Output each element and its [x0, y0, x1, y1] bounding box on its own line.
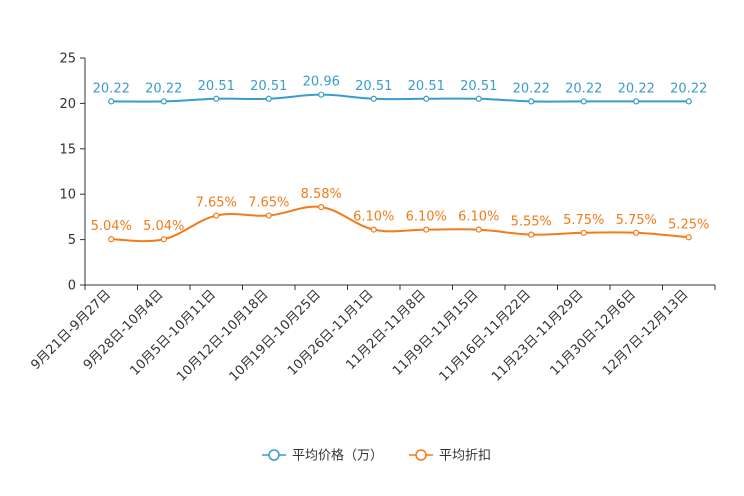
data-point	[160, 236, 167, 243]
data-label: 6.10%	[353, 210, 394, 225]
data-point	[685, 234, 692, 241]
data-point	[475, 226, 482, 233]
data-label: 5.55%	[511, 215, 552, 230]
data-label: 20.22	[93, 81, 130, 96]
legend-label-1: 平均价格（万）	[292, 448, 383, 464]
data-label: 20.22	[565, 81, 602, 96]
data-label: 6.10%	[458, 210, 499, 225]
data-point	[580, 229, 587, 236]
data-label: 8.58%	[301, 187, 342, 202]
data-point	[370, 95, 377, 102]
y-tick-label: 0	[68, 279, 76, 294]
data-point	[265, 212, 272, 219]
data-label: 6.10%	[406, 210, 447, 225]
legend-marker-2	[415, 449, 427, 461]
data-label: 20.51	[355, 79, 392, 94]
data-point	[580, 98, 587, 105]
data-point	[160, 98, 167, 105]
x-tick-label: 11月23日-11月29日	[489, 287, 586, 384]
data-point	[633, 98, 640, 105]
series-line-2	[111, 205, 689, 243]
data-point	[528, 98, 535, 105]
data-label: 5.04%	[91, 219, 132, 234]
series-line-1	[111, 93, 689, 103]
data-point	[108, 236, 115, 243]
data-label: 20.22	[670, 81, 707, 96]
data-label: 20.22	[145, 81, 182, 96]
y-tick-label: 20	[59, 97, 76, 112]
y-tick-label: 5	[68, 233, 76, 248]
data-label: 20.51	[250, 79, 287, 94]
data-point	[475, 95, 482, 102]
y-tick-label: 10	[59, 188, 76, 203]
data-point	[108, 98, 115, 105]
data-point	[213, 95, 220, 102]
x-tick-label: 11月16日-11月22日	[437, 287, 534, 384]
data-label: 20.51	[460, 79, 497, 94]
data-label: 20.51	[198, 79, 235, 94]
data-point	[633, 229, 640, 236]
y-tick-label: 15	[59, 142, 76, 157]
data-point	[318, 91, 325, 98]
y-tick-label: 25	[59, 52, 76, 67]
data-point	[423, 226, 430, 233]
data-label: 7.65%	[196, 196, 237, 211]
data-label: 20.22	[618, 81, 655, 96]
data-label: 7.65%	[248, 196, 289, 211]
data-point	[370, 226, 377, 233]
data-label: 5.75%	[616, 213, 657, 228]
data-label: 20.96	[303, 75, 340, 90]
x-tick-label: 10月19日-10月25日	[227, 287, 324, 384]
data-point	[265, 95, 272, 102]
data-point	[213, 212, 220, 219]
data-label: 20.22	[513, 81, 550, 96]
data-point	[685, 98, 692, 105]
data-point	[318, 203, 325, 211]
x-tick-label: 10月12日-10月18日	[174, 287, 271, 384]
legend-label-2: 平均折扣	[439, 449, 491, 464]
data-label: 5.25%	[668, 217, 709, 232]
data-label: 20.51	[408, 79, 445, 94]
data-point	[528, 231, 535, 238]
data-label: 5.04%	[143, 219, 184, 234]
data-point	[423, 95, 430, 102]
data-label: 5.75%	[563, 213, 604, 228]
legend-marker-1	[268, 449, 280, 461]
